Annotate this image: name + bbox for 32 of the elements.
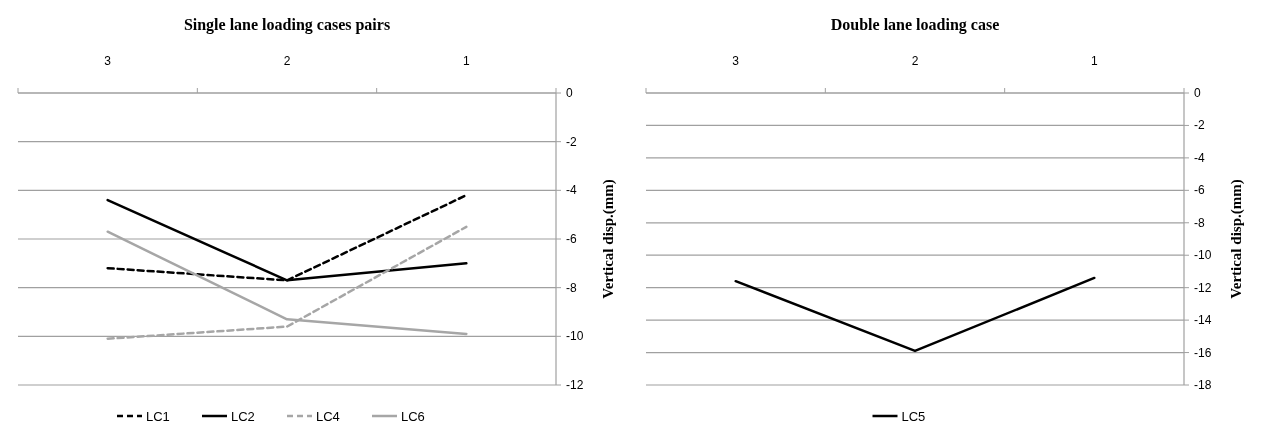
y-tick-label: -4 xyxy=(1194,150,1205,165)
y-tick-label: -6 xyxy=(566,232,577,246)
x-tick-label: 3 xyxy=(732,54,740,68)
y-tick-label: -14 xyxy=(1194,313,1212,328)
y-tick-label: -12 xyxy=(1194,280,1212,295)
x-tick-label: 2 xyxy=(283,54,291,68)
y-axis-title: Vertical disp.(mm) xyxy=(1228,179,1245,299)
legend-label: LC2 xyxy=(231,408,255,424)
y-tick-label: 0 xyxy=(1194,86,1201,100)
y-tick-label: 0 xyxy=(566,86,573,100)
y-tick-label: -10 xyxy=(566,329,584,344)
y-tick-label: -12 xyxy=(566,378,584,392)
legend-label: LC5 xyxy=(901,408,926,424)
y-tick-label: -10 xyxy=(1194,248,1212,263)
y-tick-label: -2 xyxy=(1194,118,1205,133)
y-tick-label: -8 xyxy=(566,280,577,295)
y-tick-label: -2 xyxy=(566,134,577,149)
y-tick-label: -6 xyxy=(1194,183,1205,198)
y-axis-title: Vertical disp.(mm) xyxy=(600,179,617,299)
legend-label: LC4 xyxy=(316,408,340,424)
y-tick-label: -16 xyxy=(1194,345,1212,360)
x-tick-label: 2 xyxy=(911,54,919,68)
legend-label: LC6 xyxy=(401,408,425,424)
y-tick-label: -8 xyxy=(1194,215,1205,230)
chart-title: Single lane loading cases pairs xyxy=(183,16,391,34)
x-tick-label: 1 xyxy=(1090,54,1098,68)
legend-label: LC1 xyxy=(146,408,170,424)
y-tick-label: -18 xyxy=(1194,378,1212,392)
y-tick-label: -4 xyxy=(566,183,577,198)
x-tick-label: 1 xyxy=(462,54,470,68)
chart-title: Double lane loading case xyxy=(830,16,1000,34)
x-tick-label: 3 xyxy=(104,54,112,68)
